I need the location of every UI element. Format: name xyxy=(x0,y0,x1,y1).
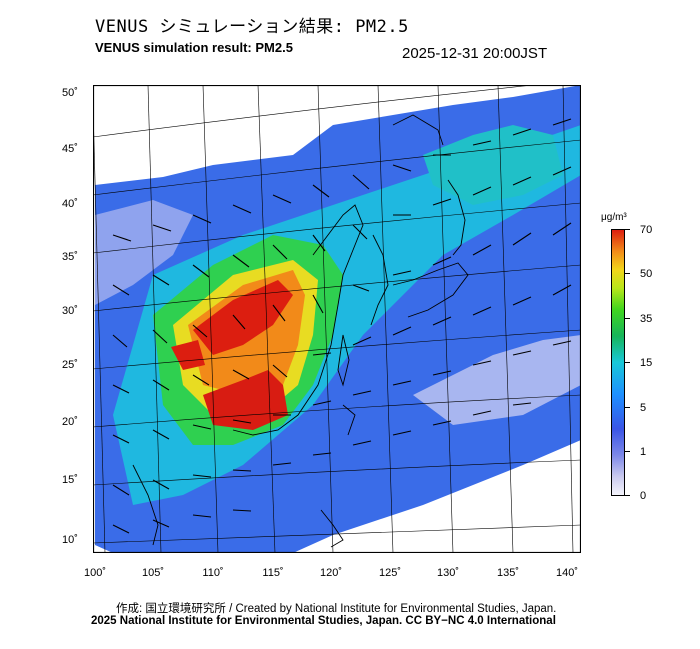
colorbar-label-5: 5 xyxy=(640,402,647,414)
north-cyan-area xyxy=(423,125,563,205)
lon-label-125: 125˚ xyxy=(378,567,402,579)
colorbar-label-1: 1 xyxy=(640,446,647,458)
colorbar-label-50: 50 xyxy=(640,268,653,280)
high-concentration-west xyxy=(171,340,205,370)
colorbar-label-15: 15 xyxy=(640,357,653,369)
high-concentration-north xyxy=(193,280,293,355)
lon-label-115: 115˚ xyxy=(262,567,284,579)
lon-label-100: 100˚ xyxy=(83,567,107,579)
colorbar-label-35: 35 xyxy=(640,313,653,325)
colorbar-tick xyxy=(625,273,630,274)
forecast-timestamp: 2025-12-31 20:00JST xyxy=(402,45,548,62)
colorbar-tick xyxy=(625,407,630,408)
credit-line: 作成: 国立環境研究所 / Created by National Instit… xyxy=(116,603,557,615)
colorbar xyxy=(611,229,625,496)
low-concentration-sea xyxy=(413,335,581,425)
license-line: 2025 National Institute for Environmenta… xyxy=(91,615,556,627)
coastlines xyxy=(132,114,469,548)
lat-label-10: 10˚ xyxy=(62,534,78,546)
wind-vectors xyxy=(112,118,572,534)
high-concentration-south xyxy=(203,370,288,430)
lat-label-35: 35˚ xyxy=(62,251,78,263)
lon-label-105: 105˚ xyxy=(141,567,165,579)
colorbar-tick xyxy=(625,318,630,319)
title-english: VENUS simulation result: PM2.5 xyxy=(95,40,293,55)
lon-label-120: 120˚ xyxy=(319,567,343,579)
lat-label-45: 45˚ xyxy=(62,143,78,155)
lon-label-130: 130˚ xyxy=(436,567,460,579)
colorbar-label-70: 70 xyxy=(640,224,653,236)
lat-label-40: 40˚ xyxy=(62,198,78,210)
lat-label-20: 20˚ xyxy=(62,416,78,428)
lon-label-140: 140˚ xyxy=(555,567,579,579)
colorbar-tick xyxy=(625,362,630,363)
colorbar-tick xyxy=(625,229,630,230)
lat-label-15: 15˚ xyxy=(62,474,78,486)
lat-label-30: 30˚ xyxy=(62,305,78,317)
lon-label-110: 110˚ xyxy=(202,567,224,579)
map-svg xyxy=(92,79,582,554)
map-frame xyxy=(92,84,582,554)
title-japanese: VENUS シミュレーション結果: PM2.5 xyxy=(95,17,409,37)
colorbar-tick xyxy=(625,495,630,496)
lon-label-135: 135˚ xyxy=(496,567,520,579)
lat-label-25: 25˚ xyxy=(62,359,78,371)
low-concentration-west xyxy=(95,200,193,305)
colorbar-tick xyxy=(625,451,630,452)
colorbar-unit: μg/m³ xyxy=(601,212,627,223)
pm25-map xyxy=(92,79,582,554)
lat-label-50: 50˚ xyxy=(62,87,78,99)
colorbar-label-0: 0 xyxy=(640,490,647,502)
